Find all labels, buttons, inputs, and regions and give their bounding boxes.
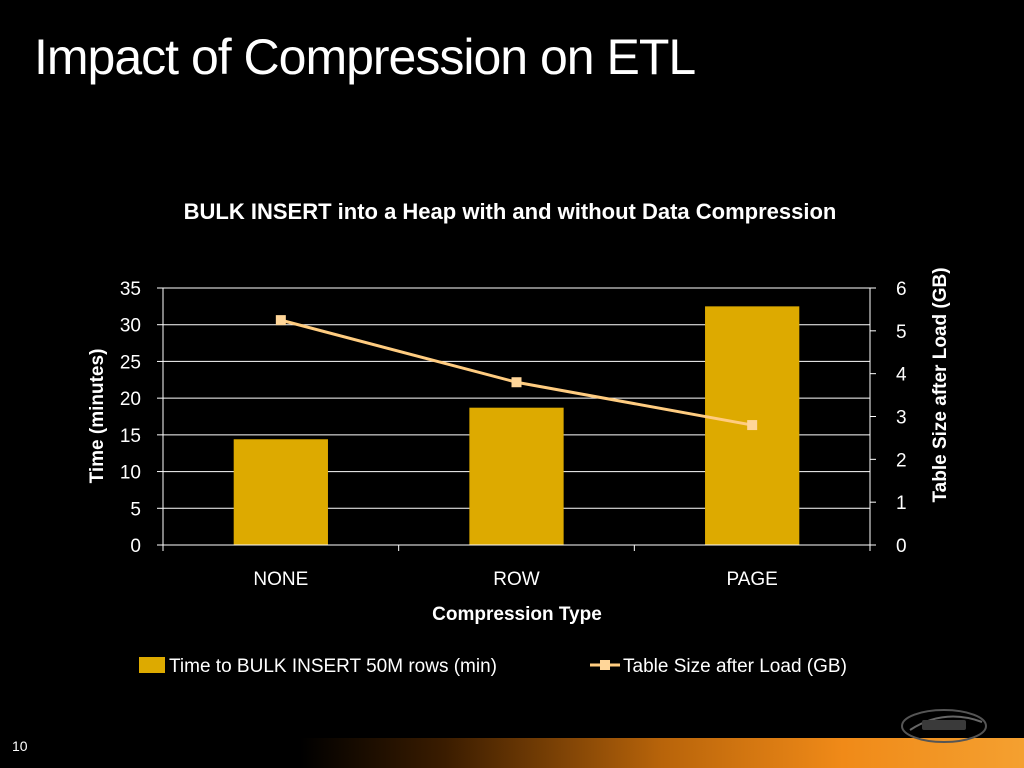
x-axis-ticks: NONE ROW PAGE [162, 545, 871, 590]
line-point [511, 377, 522, 388]
slide-number: 10 [12, 738, 28, 754]
left-tick-label: 10 [120, 463, 141, 484]
right-tick-label: 3 [896, 408, 907, 429]
left-tick-label: 30 [120, 316, 141, 337]
x-tick-label: NONE [253, 569, 308, 590]
right-tick-label: 5 [896, 322, 907, 343]
right-tick-label: 0 [896, 536, 907, 557]
x-tick-label: PAGE [726, 569, 777, 590]
legend-swatch-marker [600, 660, 610, 670]
right-tick-label: 6 [896, 279, 907, 300]
right-tick-label: 4 [896, 365, 907, 386]
y-axis-label: Time (minutes) [87, 349, 108, 484]
chart: 0 5 10 15 20 25 30 35 0 1 2 3 4 5 6 NONE ROW PAGE Time … [87, 267, 951, 677]
left-tick-label: 5 [130, 499, 141, 520]
x-axis-label: Compression Type [432, 604, 602, 625]
y2-axis-label: Table Size after Load (GB) [930, 267, 951, 502]
legend-label-bar: Time to BULK INSERT 50M rows (min) [169, 656, 497, 677]
left-axis-ticks: 0 5 10 15 20 25 30 35 [120, 279, 163, 557]
line-series [275, 315, 758, 431]
chart-title: BULK INSERT into a Heap with and without… [183, 199, 837, 224]
line-point [275, 315, 286, 326]
left-tick-label: 0 [130, 536, 141, 557]
footer-gradient-bar [300, 738, 1024, 768]
legend-label-line: Table Size after Load (GB) [623, 656, 847, 677]
x-tick-label: ROW [493, 569, 540, 590]
right-tick-label: 1 [896, 493, 907, 514]
legend: Time to BULK INSERT 50M rows (min) Table… [139, 656, 847, 677]
bar-series [233, 306, 800, 545]
left-tick-label: 25 [120, 352, 141, 373]
left-tick-label: 20 [120, 389, 141, 410]
right-tick-label: 2 [896, 450, 907, 471]
right-axis-ticks: 0 1 2 3 4 5 6 [870, 279, 907, 557]
teched-logo [901, 709, 987, 743]
bar [233, 439, 328, 545]
legend-swatch-bar [139, 657, 165, 673]
line-point [747, 420, 758, 431]
slide-title: Impact of Compression on ETL [34, 29, 696, 85]
left-tick-label: 15 [120, 426, 141, 447]
left-tick-label: 35 [120, 279, 141, 300]
bar [469, 407, 564, 545]
